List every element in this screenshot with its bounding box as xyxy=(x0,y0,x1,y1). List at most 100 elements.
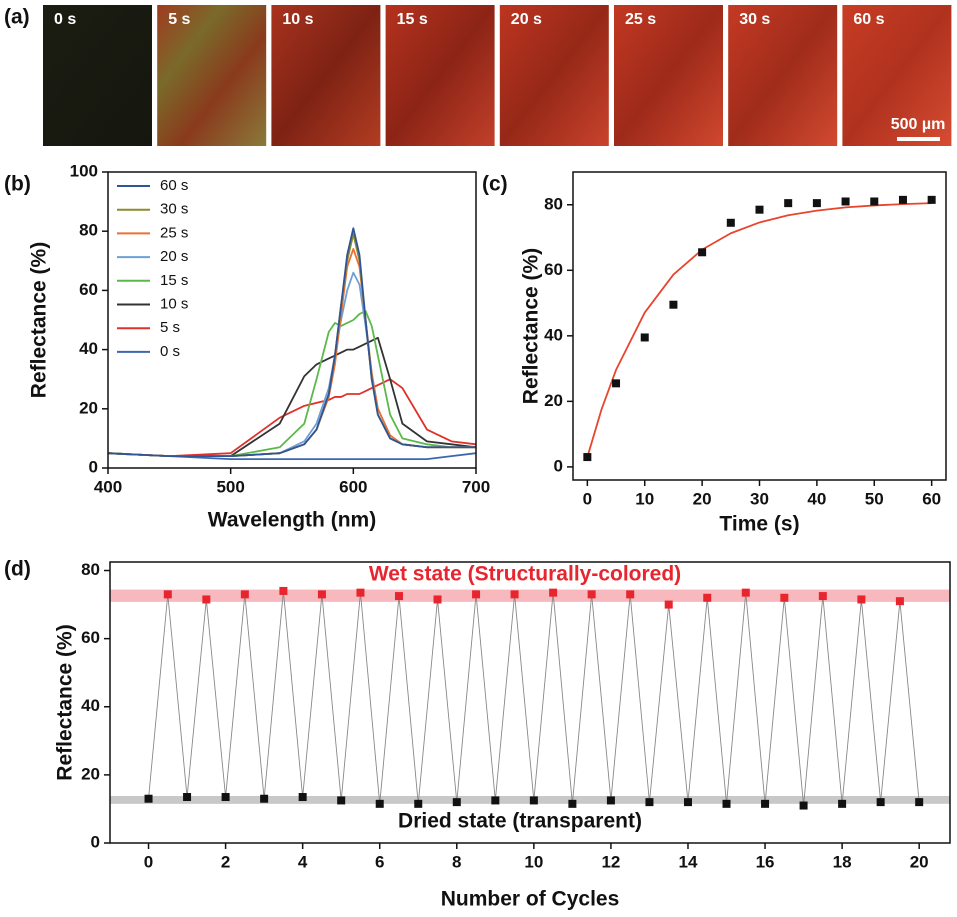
marker xyxy=(394,592,403,601)
marker xyxy=(587,590,596,599)
micrograph xyxy=(43,5,152,146)
y-tick-label: 0 xyxy=(554,456,563,475)
marker xyxy=(812,199,821,208)
marker xyxy=(857,595,866,604)
marker xyxy=(529,796,538,805)
series-line xyxy=(107,336,477,458)
marker xyxy=(898,195,907,204)
legend-label: 60 s xyxy=(160,177,188,194)
marker xyxy=(549,588,558,597)
x-axis-title: Time (s) xyxy=(719,513,799,536)
x-tick-label: 700 xyxy=(462,477,490,496)
x-tick-label: 20 xyxy=(693,489,712,508)
legend-label: 15 s xyxy=(160,272,188,289)
annotation: Wet state (Structurally-colored) xyxy=(369,563,681,586)
legend-label: 10 s xyxy=(160,295,188,312)
x-tick-label: 60 xyxy=(922,489,941,508)
marker xyxy=(163,590,172,599)
y-tick-label: 60 xyxy=(544,260,563,279)
marker xyxy=(664,600,673,609)
frame-label: 0 s xyxy=(54,11,76,28)
y-tick-label: 40 xyxy=(79,339,98,358)
marker xyxy=(491,796,500,805)
plot-frame xyxy=(572,171,947,481)
panel-label: (d) xyxy=(4,558,31,581)
micrograph xyxy=(499,5,609,146)
marker xyxy=(221,793,230,802)
y-tick-label: 40 xyxy=(81,696,100,715)
marker xyxy=(568,799,577,808)
marker xyxy=(317,590,326,599)
marker xyxy=(799,801,808,810)
marker xyxy=(356,588,365,597)
x-tick-label: 40 xyxy=(807,489,826,508)
marker xyxy=(583,453,592,462)
marker xyxy=(240,590,249,599)
x-tick-label: 16 xyxy=(756,852,775,871)
legend-label: 5 s xyxy=(160,319,180,336)
legend-label: 0 s xyxy=(160,343,180,360)
marker xyxy=(927,195,936,204)
frame-label: 15 s xyxy=(397,11,428,28)
y-tick-label: 20 xyxy=(544,391,563,410)
legend-label: 20 s xyxy=(160,248,188,265)
series-line xyxy=(107,310,476,458)
x-tick-label: 50 xyxy=(865,489,884,508)
marker xyxy=(780,593,789,602)
marker xyxy=(726,218,735,227)
y-tick-label: 20 xyxy=(81,764,100,783)
marker xyxy=(375,799,384,808)
y-tick-label: 40 xyxy=(544,325,563,344)
x-tick-label: 12 xyxy=(601,852,620,871)
micrograph xyxy=(728,5,838,146)
marker xyxy=(838,799,847,808)
micrograph xyxy=(157,5,267,146)
x-tick-label: 600 xyxy=(339,477,367,496)
y-tick-label: 100 xyxy=(70,161,98,180)
x-tick-label: 0 xyxy=(583,489,592,508)
y-axis-title: Reflectance (%) xyxy=(28,242,51,398)
x-tick-label: 500 xyxy=(216,477,244,496)
y-axis-title: Reflectance (%) xyxy=(520,248,543,404)
y-tick-label: 0 xyxy=(91,832,100,851)
marker xyxy=(202,595,211,604)
marker xyxy=(144,794,153,803)
x-tick-label: 8 xyxy=(452,852,461,871)
marker xyxy=(645,798,654,807)
marker xyxy=(841,197,850,206)
panel-label: (b) xyxy=(4,173,31,196)
marker xyxy=(626,590,635,599)
y-tick-label: 80 xyxy=(544,194,563,213)
annotation: Dried state (transparent) xyxy=(398,810,642,833)
marker xyxy=(669,300,678,309)
x-tick-label: 20 xyxy=(910,852,929,871)
frame-label: 25 s xyxy=(625,11,656,28)
x-tick-label: 14 xyxy=(679,852,698,871)
y-tick-label: 60 xyxy=(79,280,98,299)
marker xyxy=(606,796,615,805)
y-tick-label: 20 xyxy=(79,398,98,417)
marker xyxy=(510,590,519,599)
panel-label: (a) xyxy=(4,6,30,29)
marker xyxy=(472,590,481,599)
legend-label: 25 s xyxy=(160,224,188,241)
series-line xyxy=(107,227,476,458)
marker xyxy=(703,593,712,602)
x-tick-label: 18 xyxy=(833,852,852,871)
micrograph xyxy=(614,5,723,146)
x-tick-label: 10 xyxy=(635,489,654,508)
series-line xyxy=(107,378,477,458)
micrograph xyxy=(271,5,381,146)
plot-frame xyxy=(107,171,477,469)
marker xyxy=(298,793,307,802)
x-tick-label: 4 xyxy=(298,852,308,871)
x-tick-label: 0 xyxy=(144,852,153,871)
marker xyxy=(876,798,885,807)
micrograph xyxy=(385,5,495,146)
marker xyxy=(755,205,764,214)
marker xyxy=(722,799,731,808)
y-tick-label: 0 xyxy=(89,457,98,476)
frame-label: 20 s xyxy=(511,11,542,28)
marker xyxy=(761,799,770,808)
panel-label: (c) xyxy=(482,173,508,196)
